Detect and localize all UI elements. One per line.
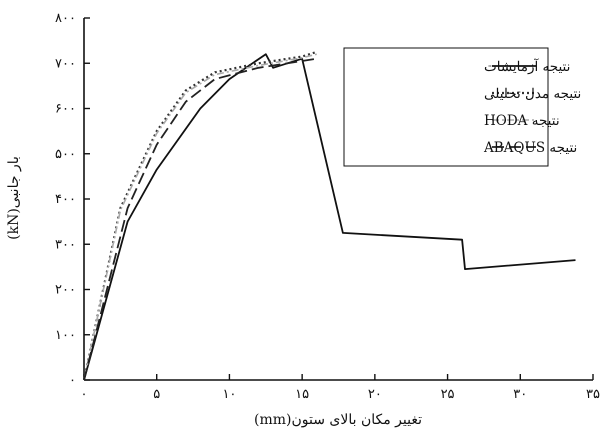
- y-tick-label: ۶۰۰: [55, 102, 76, 117]
- series-line-3: [83, 53, 317, 381]
- legend-label-2: نتیجه مدل تحلیلی: [484, 86, 581, 102]
- series-line-4: [83, 57, 317, 381]
- y-tick-label: ۸۰۰: [55, 11, 76, 26]
- y-tick-label: ۷۰۰: [55, 56, 76, 71]
- x-tick-label: ۱۰: [222, 387, 236, 402]
- x-axis-label: تغییر مکان بالای ستون(mm): [254, 412, 422, 428]
- y-tick-label: ۴۰۰: [55, 192, 76, 207]
- y-tick-label: ۱۰۰: [55, 328, 76, 343]
- y-axis-label: بار جانبی(kN): [6, 156, 22, 240]
- y-tick-label: ۰: [69, 373, 76, 388]
- x-tick-label: ۳۵: [586, 387, 600, 402]
- legend-label-1: نتیجه آزمایشات: [484, 57, 570, 75]
- legend: نتیجه آزمایشات نتیجه مدل تحلیلی نتیجه HODA…: [343, 47, 581, 167]
- x-tick-label: ۲۵: [441, 387, 455, 402]
- y-tick-label: ۳۰۰: [55, 237, 76, 252]
- axes-layer: ۰ ۵ ۱۰ ۱۵ ۲۰ ۲۵ ۳۰ ۳۵ ۰ ۱۰۰ ۲۰۰ ۳۰۰ ۴۰۰ ۵۰۰ ۶۰۰ ۷۰۰ ۸۰۰: [55, 11, 600, 402]
- x-tick-label: ۰: [81, 387, 88, 402]
- legend-label-3: نتیجه HODA: [484, 113, 560, 129]
- series-layer: [82, 50, 576, 381]
- y-tick-label: ۵۰۰: [55, 147, 76, 162]
- y-tick-label: ۲۰۰: [55, 283, 76, 298]
- x-tick-label: ۳۰: [513, 387, 527, 402]
- x-tick-label: ۲۰: [368, 387, 382, 402]
- x-tick-label: ۵: [153, 387, 160, 402]
- legend-label-4: نتیجه ABAQUS: [483, 140, 577, 156]
- series-line-2: [82, 50, 318, 381]
- x-tick-label: ۱۵: [295, 387, 309, 402]
